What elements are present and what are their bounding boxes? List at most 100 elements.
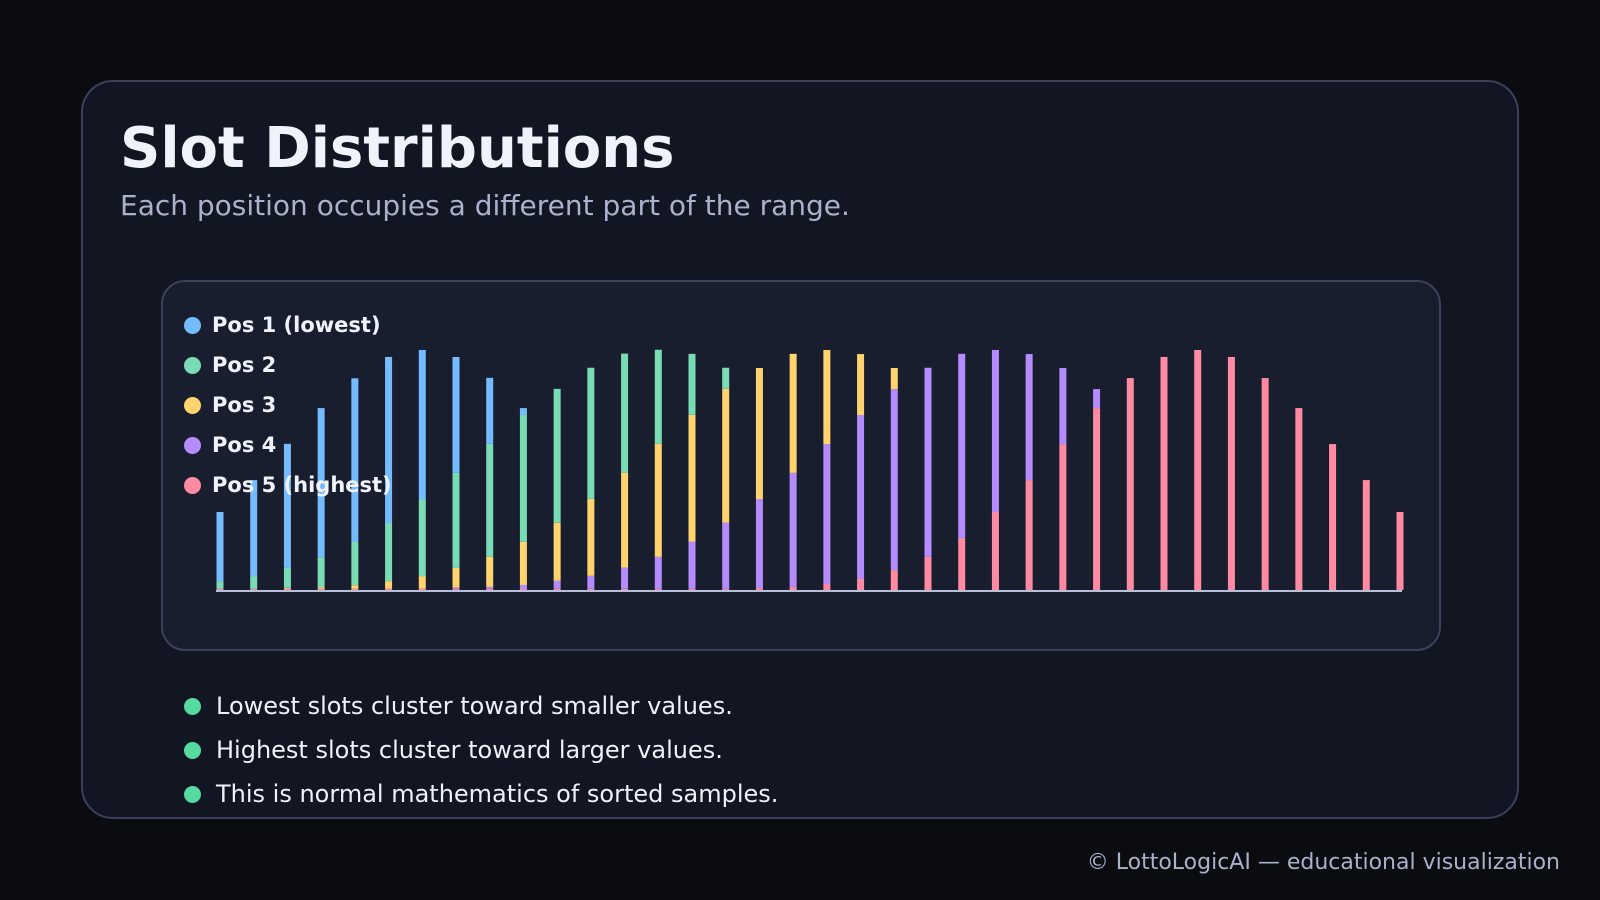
legend-label: Pos 5 (highest) [212, 473, 392, 497]
bar-segment-19-pos3 [823, 350, 831, 445]
legend-dot-icon [184, 396, 201, 414]
bar-segment-19-pos4 [823, 444, 831, 584]
bar-segment-13-pos4 [621, 567, 629, 589]
legend-label: Pos 4 [212, 433, 277, 457]
bar-segment-8-pos3 [452, 567, 460, 588]
bar-segment-26-pos4 [1059, 368, 1067, 445]
chart-legend: Pos 1 (lowest) Pos 2 Pos 3 Pos 4 Pos 5 (… [184, 305, 392, 505]
bar-segment-15-pos2 [688, 353, 696, 415]
bar-segment-14-pos5 [654, 588, 662, 590]
bar-segment-20-pos5 [857, 578, 865, 590]
bar-segment-30-pos5 [1194, 350, 1202, 590]
bar-segment-10-pos3 [519, 541, 527, 585]
bar-segment-10-pos1 [519, 408, 527, 416]
bar-segment-11-pos4 [553, 580, 561, 589]
bar-segment-26-pos5 [1059, 444, 1067, 590]
bar-segment-2-pos2 [250, 576, 258, 589]
footer-credit: © LottoLogicAI — educational visualizati… [1086, 850, 1560, 875]
bar-segment-14-pos2 [654, 349, 662, 444]
bar-segment-9-pos3 [486, 556, 494, 587]
bar-segment-32-pos5 [1261, 378, 1269, 590]
legend-label: Pos 2 [212, 353, 277, 377]
note-item: Highest slots cluster toward larger valu… [184, 728, 778, 772]
bar-segment-9-pos5 [486, 588, 494, 590]
bar-segment-16-pos2 [722, 367, 730, 389]
legend-label: Pos 1 (lowest) [212, 313, 381, 337]
legend-item-pos5: Pos 5 (highest) [184, 465, 392, 505]
page-subtitle: Each position occupies a different part … [120, 189, 850, 222]
bar-segment-31-pos5 [1227, 356, 1235, 590]
bar-segment-1-pos1 [216, 512, 224, 582]
legend-dot-icon [184, 316, 201, 334]
note-item: Lowest slots cluster toward smaller valu… [184, 684, 778, 728]
bar-segment-6-pos5 [385, 588, 393, 590]
bar-segment-19-pos5 [823, 584, 831, 590]
bar-segment-10-pos4 [519, 584, 527, 590]
bar-segment-12-pos3 [587, 498, 595, 576]
bar-segment-8-pos4 [452, 587, 460, 589]
bar-segment-28-pos5 [1126, 378, 1134, 590]
bar-segment-13-pos2 [621, 353, 629, 473]
bar-segment-7-pos3 [418, 576, 426, 589]
page-title: Slot Distributions [120, 116, 675, 181]
bar-segment-13-pos5 [621, 588, 629, 590]
bar-segment-35-pos5 [1362, 480, 1370, 590]
bar-segment-27-pos4 [1093, 389, 1101, 409]
bar-segment-11-pos2 [553, 388, 561, 523]
bar-segment-9-pos2 [486, 443, 494, 557]
chart-panel [161, 280, 1441, 651]
bar-segment-24-pos4 [991, 350, 999, 512]
bar-segment-33-pos5 [1295, 408, 1303, 590]
notes-list: Lowest slots cluster toward smaller valu… [184, 684, 778, 816]
bar-segment-6-pos1 [385, 356, 393, 524]
bar-segment-14-pos3 [654, 443, 662, 557]
bar-segment-7-pos5 [418, 588, 426, 590]
bar-segment-12-pos4 [587, 575, 595, 589]
bar-segment-15-pos3 [688, 414, 696, 542]
bar-segment-5-pos2 [351, 542, 359, 586]
bar-segment-15-pos4 [688, 541, 696, 589]
legend-label: Pos 3 [212, 393, 277, 417]
bar-segment-3-pos1 [283, 443, 291, 568]
bar-segment-5-pos5 [351, 588, 359, 590]
bar-segment-9-pos1 [486, 377, 494, 444]
bar-segment-2-pos1 [250, 480, 258, 577]
bar-segment-21-pos4 [890, 389, 898, 571]
legend-item-pos1: Pos 1 (lowest) [184, 305, 392, 345]
bar-segment-15-pos5 [688, 588, 696, 590]
bar-segment-17-pos5 [755, 588, 763, 590]
bar-segment-23-pos5 [958, 537, 966, 590]
bar-segment-5-pos1 [351, 378, 359, 542]
bar-segment-14-pos4 [654, 556, 662, 589]
bar-segment-12-pos2 [587, 367, 595, 499]
bar-segment-7-pos2 [418, 499, 426, 577]
bar-segment-2-pos5 [250, 588, 258, 590]
bar-segment-23-pos4 [958, 353, 966, 538]
bar-segment-10-pos2 [519, 415, 527, 542]
bar-segment-17-pos4 [755, 499, 763, 589]
bar-segment-24-pos5 [991, 512, 999, 590]
bullet-dot-icon [184, 741, 201, 759]
bar-segment-12-pos5 [587, 588, 595, 590]
bar-segment-34-pos5 [1329, 444, 1337, 590]
bar-segment-3-pos2 [283, 567, 291, 588]
bar-segment-8-pos2 [452, 472, 460, 568]
legend-dot-icon [184, 436, 201, 454]
legend-dot-icon [184, 476, 201, 494]
bar-segment-20-pos4 [857, 415, 865, 579]
bar-segment-16-pos5 [722, 588, 730, 590]
bar-segment-11-pos5 [553, 588, 561, 590]
bar-segment-22-pos5 [924, 556, 932, 590]
bar-segment-13-pos3 [621, 472, 629, 568]
bar-segment-4-pos1 [317, 408, 325, 558]
bullet-dot-icon [184, 785, 201, 803]
bar-segment-16-pos4 [722, 522, 730, 589]
legend-item-pos4: Pos 4 [184, 425, 392, 465]
note-text: Lowest slots cluster toward smaller valu… [216, 692, 733, 720]
bar-segment-4-pos2 [317, 557, 325, 588]
bar-segment-29-pos5 [1160, 356, 1168, 590]
bar-segment-11-pos3 [553, 522, 561, 581]
bar-segment-3-pos3 [283, 587, 291, 589]
bar-segment-1-pos2 [216, 581, 224, 589]
bar-segment-25-pos5 [1025, 480, 1033, 590]
